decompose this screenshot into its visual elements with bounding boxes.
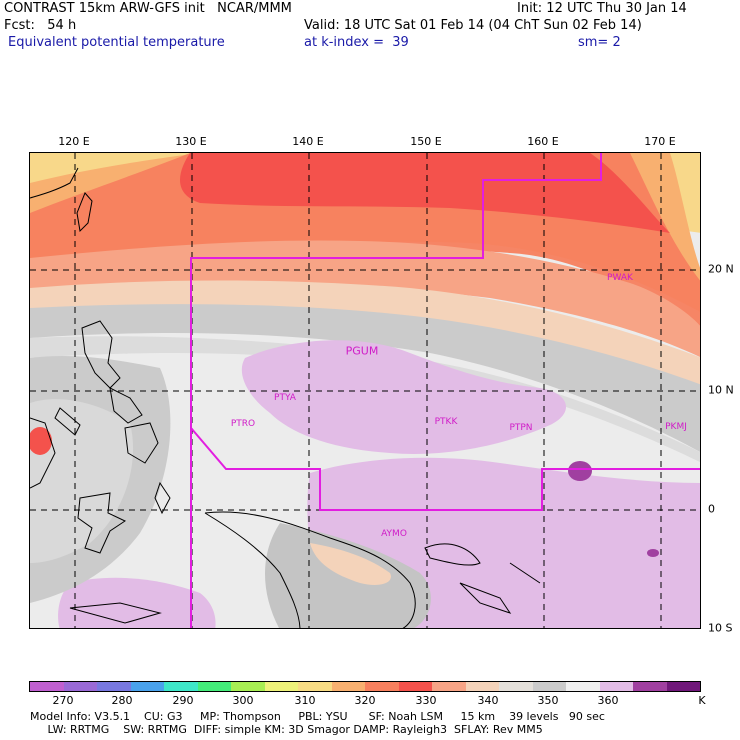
header-title: CONTRAST 15km ARW-GFS init NCAR/MMM: [4, 1, 292, 16]
colorbar-swatch-17: [599, 682, 633, 691]
coast-newbritain: [424, 543, 481, 566]
coast-newguinea: [204, 511, 416, 628]
lat-label-20n: 20 N: [708, 262, 734, 276]
colorbar-swatch-1: [63, 682, 97, 691]
coastlines: [30, 167, 541, 628]
station-ptpn: PTPN: [509, 423, 533, 433]
colorbar-tick-310: 310: [294, 694, 316, 707]
colorbar-tick-350: 350: [537, 694, 559, 707]
footer-physics-info: LW: RRTMG SW: RRTMG DIFF: simple KM: 3D …: [30, 723, 543, 736]
colorbar-swatch-18: [633, 682, 667, 691]
colorbar-swatch-2: [97, 682, 131, 691]
colorbar-unit: K: [698, 694, 706, 707]
colorbar-swatch-9: [331, 682, 365, 691]
purple-spot-east: [568, 461, 592, 481]
colorbar-tick-300: 300: [232, 694, 254, 707]
colorbar-swatch-7: [264, 682, 298, 691]
colorbar-swatch-0: [30, 682, 64, 691]
colorbar-swatch-15: [532, 682, 566, 691]
band-350: [30, 304, 700, 452]
lat-label-0: 0: [708, 502, 715, 516]
coast-sulawesi: [77, 492, 127, 554]
footer-model-info: Model Info: V3.5.1 CU: G3 MP: Thompson P…: [30, 710, 605, 723]
station-ptya: PTYA: [274, 393, 296, 403]
header-smoothing: sm= 2: [578, 35, 621, 50]
coast-solomons: [459, 562, 541, 614]
tan-png: [310, 543, 391, 585]
coast-halmahera: [154, 481, 171, 515]
colorbar: [29, 681, 701, 692]
station-ptro: PTRO: [230, 419, 256, 429]
lon-label-150e: 150 E: [410, 135, 442, 148]
coast-china: [30, 167, 79, 199]
colorbar-tick-330: 330: [415, 694, 437, 707]
coast-timor: [69, 602, 162, 624]
coast-borneo: [30, 417, 56, 489]
colorbar-tick-290: 290: [172, 694, 194, 707]
station-pgum: PGUM: [345, 344, 379, 358]
colorbar-swatch-3: [130, 682, 164, 691]
colorbar-swatch-4: [164, 682, 198, 691]
colorbar-swatch-13: [465, 682, 499, 691]
band-330-core: [180, 153, 670, 233]
lat-label-10n: 10 N: [708, 383, 734, 397]
lon-label-170e: 170 E: [644, 135, 676, 148]
colorbar-swatch-6: [231, 682, 265, 691]
map-panel: [29, 152, 701, 629]
purple-spot-se: [647, 549, 659, 557]
colorbar-swatch-12: [432, 682, 466, 691]
lon-label-160e: 160 E: [527, 135, 559, 148]
band-345: [30, 280, 700, 388]
theta-e-map: [30, 153, 700, 628]
colorbar-swatch-8: [298, 682, 332, 691]
coast-mindanao: [124, 422, 159, 464]
coast-taiwan: [76, 192, 93, 233]
colorbar-swatch-5: [197, 682, 231, 691]
station-pwak: PWAK: [607, 273, 633, 283]
lon-label-130e: 130 E: [175, 135, 207, 148]
station-ptkk: PTKK: [434, 417, 458, 427]
colorbar-swatch-11: [398, 682, 432, 691]
grey-west-inner: [30, 399, 134, 563]
warm-spot-borneo: [30, 427, 52, 455]
colorbar-tick-360: 360: [597, 694, 619, 707]
header-level: at k-index = 39: [304, 35, 409, 50]
coast-palawan: [54, 407, 81, 436]
colorbar-swatch-16: [566, 682, 600, 691]
region-boundary: [190, 153, 700, 628]
header-valid-time: Valid: 18 UTC Sat 01 Feb 14 (04 ChT Sun …: [304, 18, 642, 33]
lat-label-10s: 10 S: [708, 621, 733, 635]
colorbar-tick-320: 320: [354, 694, 376, 707]
lon-label-120e: 120 E: [58, 135, 90, 148]
station-pkmj: PKMJ: [665, 422, 687, 432]
colorbar-swatch-14: [499, 682, 533, 691]
colorbar-tick-340: 340: [477, 694, 499, 707]
colorbar-tick-280: 280: [111, 694, 133, 707]
colorbar-swatch-19: [666, 682, 700, 691]
coast-luzon: [81, 320, 121, 389]
colorbar-swatch-10: [365, 682, 399, 691]
station-aymo: AYMO: [381, 529, 407, 539]
colorbar-tick-270: 270: [52, 694, 74, 707]
header-forecast-hour: Fcst: 54 h: [4, 18, 77, 33]
lon-label-140e: 140 E: [292, 135, 324, 148]
header-field-name: Equivalent potential temperature: [8, 35, 225, 50]
header-init-time: Init: 12 UTC Thu 30 Jan 14: [517, 1, 687, 16]
coast-visayas: [109, 387, 143, 424]
lavender-central: [241, 340, 567, 454]
